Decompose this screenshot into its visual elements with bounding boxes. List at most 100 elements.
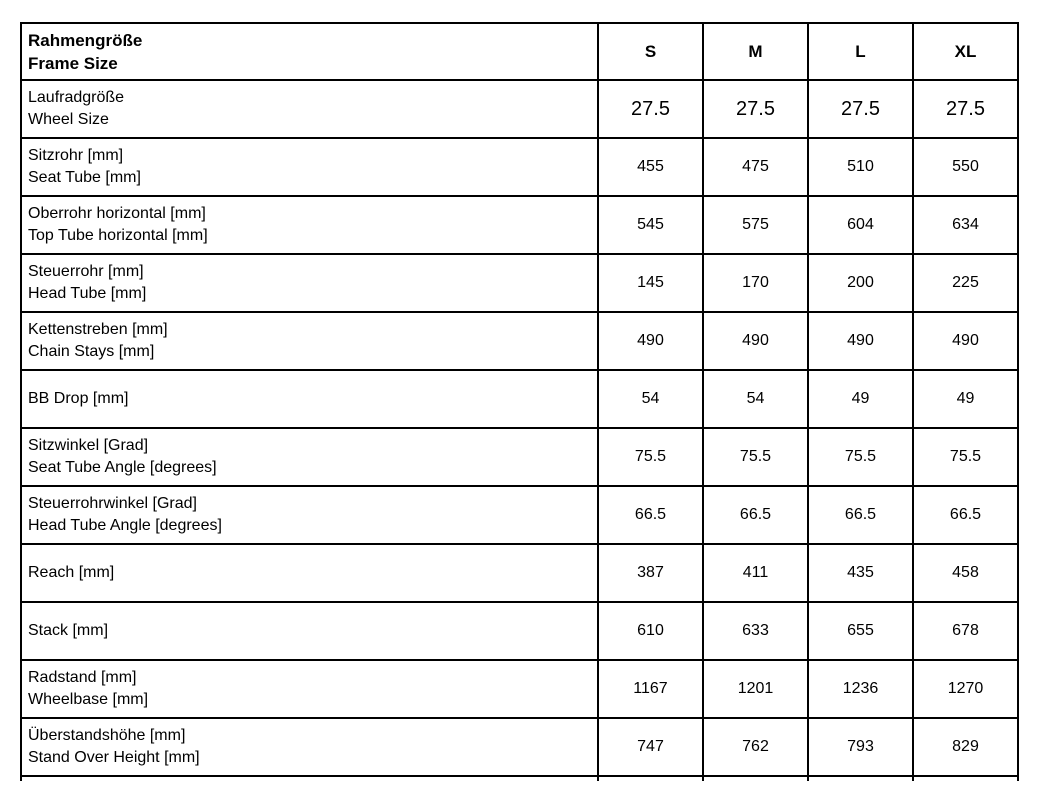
table-row: Überstandshöhe [mm] Stand Over Height [mm… [20, 717, 1019, 777]
row-label-cell: Kettenstreben [mm] Chain Stays [mm] [20, 311, 599, 371]
value-cell: 49 [807, 369, 914, 429]
value-cell: 604 [807, 195, 914, 255]
value-cell: 54 [702, 369, 809, 429]
value-cell: 54 [597, 369, 704, 429]
row-label-en: Chain Stays [mm] [28, 343, 155, 360]
row-label-en: Seat Tube [mm] [28, 169, 141, 186]
row-label-de: Radstand [mm] [28, 669, 137, 686]
value-cell: 66.5 [912, 485, 1019, 545]
value-cell: 1236 [807, 659, 914, 719]
value-cell: 170 [702, 253, 809, 313]
row-label-de: Sitzwinkel [Grad] [28, 437, 149, 454]
row-label-cell: Sitzrohr [mm] Seat Tube [mm] [20, 137, 599, 197]
table-row: Kettenstreben [mm] Chain Stays [mm] 490 490… [20, 311, 1019, 371]
value-cell: 387 [597, 543, 704, 603]
row-label-de: Sitzrohr [mm] [28, 147, 124, 164]
value-cell: 490 [702, 311, 809, 371]
row-label-cell: Reach [mm] [20, 543, 599, 603]
row-label-cell: Steuerrohrwinkel [Grad] Head Tube Angle [… [20, 485, 599, 545]
row-label-de: Stack [mm] [28, 622, 109, 639]
stub-cell [20, 776, 599, 781]
value-cell: 510 [807, 137, 914, 197]
row-label-de: Überstandshöhe [mm] [28, 727, 186, 744]
row-label-en: Seat Tube Angle [degrees] [28, 459, 217, 476]
row-label-en: Stand Over Height [mm] [28, 749, 200, 766]
table-row: Stack [mm] 610 633 655 678 [20, 601, 1019, 661]
value-cell: 75.5 [597, 427, 704, 487]
table-row: Reach [mm] 387 411 435 458 [20, 543, 1019, 603]
value-cell: 458 [912, 543, 1019, 603]
value-cell: 411 [702, 543, 809, 603]
table-row: Sitzwinkel [Grad] Seat Tube Angle [degree… [20, 427, 1019, 487]
table-row: Sitzrohr [mm] Seat Tube [mm] 455 475 510 550 [20, 137, 1019, 197]
value-cell: 1270 [912, 659, 1019, 719]
value-cell: 762 [702, 717, 809, 777]
value-cell: 829 [912, 717, 1019, 777]
value-cell: 27.5 [912, 79, 1019, 139]
header-size-l: L [807, 22, 914, 81]
row-label-cell: Sitzwinkel [Grad] Seat Tube Angle [degree… [20, 427, 599, 487]
value-cell: 490 [597, 311, 704, 371]
value-cell: 66.5 [807, 485, 914, 545]
row-label-de: Kettenstreben [mm] [28, 321, 168, 338]
row-label-en: Head Tube Angle [degrees] [28, 517, 222, 534]
value-cell: 49 [912, 369, 1019, 429]
value-cell: 475 [702, 137, 809, 197]
value-cell: 455 [597, 137, 704, 197]
value-cell: 27.5 [807, 79, 914, 139]
header-size-xl: XL [912, 22, 1019, 81]
row-label-en: Top Tube horizontal [mm] [28, 227, 208, 244]
row-label-de: BB Drop [mm] [28, 390, 129, 407]
header-frame-size-cell: Rahmengröße Frame Size [20, 22, 599, 81]
header-size-m: M [702, 22, 809, 81]
value-cell: 545 [597, 195, 704, 255]
row-label-cell: Radstand [mm] Wheelbase [mm] [20, 659, 599, 719]
table-bottom-stub-row [20, 776, 1019, 781]
value-cell: 793 [807, 717, 914, 777]
value-cell: 1167 [597, 659, 704, 719]
value-cell: 225 [912, 253, 1019, 313]
value-cell: 678 [912, 601, 1019, 661]
value-cell: 200 [807, 253, 914, 313]
value-cell: 633 [702, 601, 809, 661]
stub-cell [597, 776, 704, 781]
row-label-de: Reach [mm] [28, 564, 115, 581]
row-label-cell: BB Drop [mm] [20, 369, 599, 429]
row-label-cell: Oberrohr horizontal [mm] Top Tube horizon… [20, 195, 599, 255]
value-cell: 27.5 [597, 79, 704, 139]
table-row: Laufradgröße Wheel Size 27.5 27.5 27.5 27.5 [20, 79, 1019, 139]
table-row: Steuerrohr [mm] Head Tube [mm] 145 170 200 22… [20, 253, 1019, 313]
value-cell: 655 [807, 601, 914, 661]
row-label-de: Steuerrohrwinkel [Grad] [28, 495, 197, 512]
value-cell: 145 [597, 253, 704, 313]
table-body: Laufradgröße Wheel Size 27.5 27.5 27.5 27.5 Si… [20, 79, 1019, 781]
header-label-en: Frame Size [28, 53, 118, 73]
row-label-en: Wheel Size [28, 111, 109, 128]
row-label-cell: Steuerrohr [mm] Head Tube [mm] [20, 253, 599, 313]
row-label-cell: Überstandshöhe [mm] Stand Over Height [mm… [20, 717, 599, 777]
value-cell: 75.5 [912, 427, 1019, 487]
value-cell: 1201 [702, 659, 809, 719]
value-cell: 27.5 [702, 79, 809, 139]
value-cell: 610 [597, 601, 704, 661]
table-row: BB Drop [mm] 54 54 49 49 [20, 369, 1019, 429]
table-row: Steuerrohrwinkel [Grad] Head Tube Angle [… [20, 485, 1019, 545]
row-label-de: Oberrohr horizontal [mm] [28, 205, 206, 222]
value-cell: 66.5 [597, 485, 704, 545]
header-label-de: Rahmengröße [28, 30, 143, 50]
table-row: Oberrohr horizontal [mm] Top Tube horizon… [20, 195, 1019, 255]
table-row: Radstand [mm] Wheelbase [mm] 1167 1201 1236 1… [20, 659, 1019, 719]
table-header-row: Rahmengröße Frame Size S M L XL [20, 22, 1019, 81]
value-cell: 575 [702, 195, 809, 255]
row-label-en: Head Tube [mm] [28, 285, 147, 302]
stub-cell [912, 776, 1019, 781]
value-cell: 75.5 [702, 427, 809, 487]
value-cell: 634 [912, 195, 1019, 255]
row-label-de: Laufradgröße [28, 89, 125, 106]
stub-cell [702, 776, 809, 781]
row-label-de: Steuerrohr [mm] [28, 263, 144, 280]
row-label-cell: Stack [mm] [20, 601, 599, 661]
header-size-s: S [597, 22, 704, 81]
stub-cell [807, 776, 914, 781]
